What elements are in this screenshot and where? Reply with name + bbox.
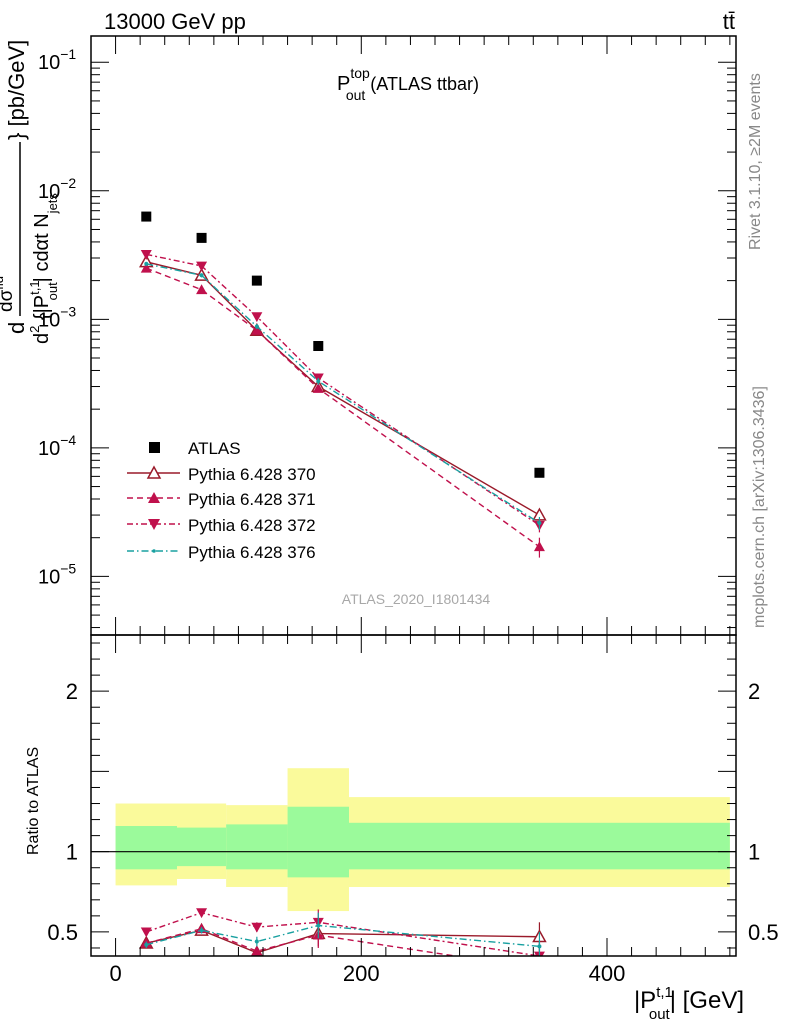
main-series-layer (139, 211, 547, 558)
ratio-point-372 (196, 908, 208, 919)
series-point-371 (312, 382, 324, 393)
ratio-axis-ticks (91, 635, 736, 956)
legend: ATLAS Pythia 6.428 370 Pythia 6.428 371 … (127, 439, 316, 562)
ratio-point-376 (316, 923, 321, 928)
ratio-point-376 (199, 928, 204, 933)
x-tick-label: 400 (589, 961, 626, 986)
plot-title: Ptop out (ATLAS ttbar) (337, 65, 479, 103)
legend-label-370: Pythia 6.428 370 (188, 465, 316, 484)
ratio-uncertainty-bands (115, 768, 730, 912)
ratio-point-372 (251, 922, 263, 933)
series-point-376 (199, 273, 204, 278)
ratio-series-layer (139, 908, 547, 973)
rivet-label: Rivet 3.1.10, ≥2M events (747, 73, 764, 250)
ratio-tick-labels: 0.5 0.5 1 1 2 2 0 200 400 (47, 679, 778, 986)
data-point-atlas (251, 275, 262, 286)
x-axis-label: |Pt,1 out| [GeV] (634, 984, 744, 1023)
main-y-tick-labels: 10−1 10−2 10−3 10−4 10−5 (38, 46, 76, 588)
legend-entry-372: Pythia 6.428 372 (127, 516, 316, 535)
legend-label-371: Pythia 6.428 371 (188, 490, 316, 509)
data-point-atlas (141, 211, 152, 222)
data-point-atlas (534, 467, 545, 478)
band-inner (177, 827, 227, 867)
band-inner (349, 822, 730, 870)
series-point-371 (196, 284, 208, 295)
ratio-y-tick-label-right: 0.5 (748, 920, 779, 945)
legend-label-atlas: ATLAS (188, 439, 241, 458)
ratio-line-3 (146, 924, 540, 948)
ratio-y-tick-label-left: 1 (66, 840, 78, 865)
main-y-tick-label: 10−4 (38, 432, 76, 460)
ratio-y-tick-label-right: 2 (748, 679, 760, 704)
series-line-1 (146, 267, 540, 548)
legend-label-372: Pythia 6.428 372 (188, 516, 316, 535)
main-panel: 10−1 10−2 10−3 10−4 10−5 Ptop out (ATLAS ttba… (0, 35, 737, 636)
series-point-371 (533, 541, 545, 552)
main-axis-ticks (91, 36, 736, 635)
ratio-y-tick-label-right: 1 (748, 840, 760, 865)
ratio-point-376 (254, 939, 259, 944)
svg-text:d: d (4, 322, 29, 334)
data-point-atlas (313, 341, 324, 352)
legend-marker-376 (152, 549, 156, 553)
main-y-tick-label: 10−2 (38, 175, 76, 203)
ratio-point-376 (537, 944, 542, 949)
ratio-y-tick-label-left: 2 (66, 679, 78, 704)
band-inner (115, 825, 177, 870)
ratio-point-371 (534, 963, 545, 973)
legend-entry-371: Pythia 6.428 371 (127, 490, 316, 509)
series-point-376 (254, 324, 259, 329)
ratio-line-1 (146, 927, 460, 956)
ratio-panel: 0.5 0.5 1 1 2 2 0 200 400 Ratio to ATLAS |Pt,1 ou… (25, 634, 779, 1023)
band-inner (287, 806, 349, 878)
header-left: 13000 GeV pp (104, 9, 246, 34)
svg-text:} [pb/GeV]: } [pb/GeV] (4, 40, 29, 140)
series-point-371 (251, 324, 263, 335)
series-point-372 (251, 312, 263, 323)
legend-label-376: Pythia 6.428 376 (188, 543, 316, 562)
main-y-tick-label: 10−3 (38, 303, 76, 331)
main-y-tick-label: 10−5 (38, 560, 76, 588)
x-tick-label: 0 (109, 961, 121, 986)
legend-entry-376: Pythia 6.428 376 (127, 543, 316, 562)
ratio-point-372 (140, 927, 152, 938)
ratio-y-tick-label-left: 0.5 (47, 920, 78, 945)
legend-marker-370 (146, 465, 162, 479)
legend-entry-atlas: ATLAS (149, 439, 241, 458)
series-point-376 (316, 379, 321, 384)
mcplots-label: mcplots.cern.ch [arXiv:1306.3436] (751, 386, 768, 628)
legend-marker-371 (148, 492, 160, 503)
ratio-point-371 (251, 945, 263, 956)
ratio-series-group (139, 908, 547, 973)
header-right: tt̄ (723, 9, 735, 34)
ratio-frame (90, 634, 737, 957)
series-point-376 (144, 261, 149, 266)
analysis-watermark: ATLAS_2020_I1801434 (342, 591, 491, 607)
series-point-371 (140, 262, 152, 273)
series-point-372 (140, 249, 152, 260)
series-point-376 (537, 521, 542, 526)
series-point-372 (196, 261, 208, 272)
legend-marker-372 (148, 519, 160, 530)
main-y-axis-label: d dσfid d2 {|Pt,1 out| cdαt Njets } [pb/G… (0, 40, 60, 344)
ratio-y-axis-label: Ratio to ATLAS (25, 747, 42, 855)
legend-marker-atlas (149, 442, 160, 453)
data-point-atlas (196, 232, 207, 243)
svg-text:dσfid: dσfid (0, 276, 17, 312)
main-y-tick-label: 10−1 (38, 46, 76, 74)
legend-entry-370: Pythia 6.428 370 (127, 465, 316, 484)
ratio-point-376 (144, 942, 149, 947)
x-tick-label: 200 (343, 961, 380, 986)
band-inner (226, 824, 288, 870)
